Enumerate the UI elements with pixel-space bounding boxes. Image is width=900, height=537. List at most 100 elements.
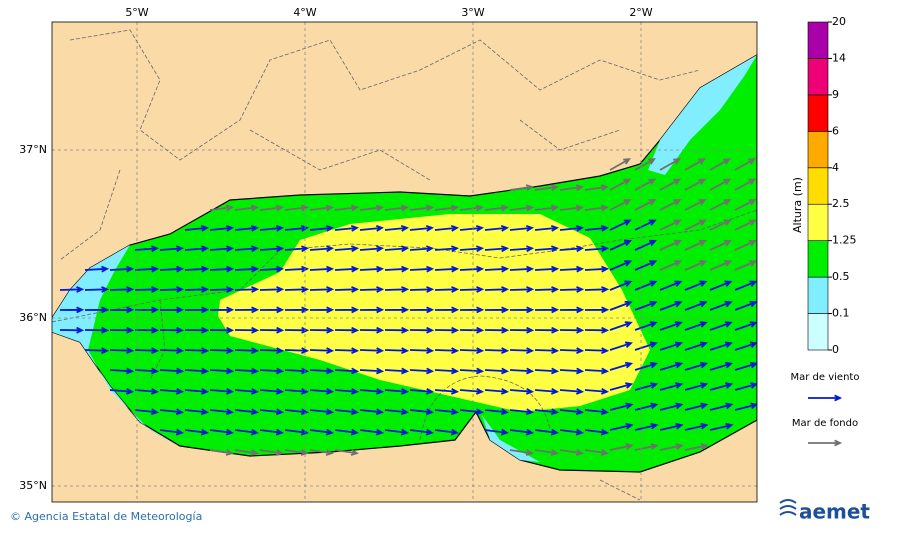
arrow <box>709 422 734 431</box>
arrow <box>434 265 460 273</box>
arrow <box>709 321 733 331</box>
logo-mark <box>779 499 797 516</box>
arrow <box>484 204 509 212</box>
arrow <box>409 347 435 354</box>
arrow <box>259 449 284 456</box>
arrow <box>334 408 359 416</box>
arrow <box>184 224 209 232</box>
arrow <box>559 326 585 334</box>
arrow <box>259 265 285 273</box>
arrow <box>584 204 609 212</box>
arrow <box>684 422 709 431</box>
arrow <box>709 199 732 211</box>
arrow <box>209 224 234 232</box>
arrow <box>184 265 210 273</box>
arrow <box>109 387 135 395</box>
arrow <box>234 224 259 232</box>
arrow <box>309 265 335 273</box>
arrow <box>259 428 284 436</box>
arrow <box>509 367 535 375</box>
arrow <box>184 428 209 436</box>
arrow <box>309 449 334 456</box>
arrow <box>659 321 683 331</box>
arrow <box>484 265 510 273</box>
arrow <box>559 265 585 273</box>
arrow <box>234 286 260 293</box>
colorbar-segment <box>807 21 829 59</box>
arrow <box>309 347 335 354</box>
arrow <box>359 408 384 416</box>
arrow <box>359 286 385 293</box>
arrow <box>309 224 334 232</box>
arrow <box>259 408 284 416</box>
arrow <box>734 280 757 291</box>
arrow <box>284 367 310 375</box>
arrow <box>334 306 360 314</box>
arrow <box>734 382 757 391</box>
arrow <box>484 408 509 416</box>
arrow <box>234 306 260 314</box>
arrow <box>734 402 757 411</box>
arrow <box>559 367 585 375</box>
arrow <box>609 402 634 411</box>
arrow <box>384 408 409 416</box>
arrow <box>509 449 534 456</box>
arrow <box>434 224 459 232</box>
arrow <box>409 326 435 334</box>
arrow <box>709 219 732 231</box>
colorbar-tick-label: 4 <box>832 161 839 174</box>
arrow <box>434 428 459 436</box>
arrow <box>284 449 309 456</box>
arrow <box>359 306 385 314</box>
arrow <box>284 387 310 395</box>
arrow <box>434 326 460 334</box>
arrow <box>259 347 285 354</box>
arrow <box>159 408 184 416</box>
arrow <box>634 443 659 451</box>
arrow <box>484 367 510 375</box>
arrow <box>334 265 360 273</box>
arrow <box>484 387 510 395</box>
arrow <box>734 219 757 231</box>
arrow <box>209 449 234 456</box>
arrow <box>234 387 260 395</box>
arrow <box>609 422 634 431</box>
lon-label: 5°W <box>125 6 148 19</box>
arrow <box>559 408 584 416</box>
arrow <box>109 286 135 293</box>
arrow <box>234 265 260 273</box>
arrow <box>209 367 235 375</box>
arrow <box>534 306 560 314</box>
arrow <box>684 260 708 271</box>
arrow <box>309 367 335 375</box>
arrow <box>734 199 757 211</box>
arrow <box>684 402 709 411</box>
arrow <box>559 306 585 314</box>
arrow <box>684 300 708 311</box>
arrow <box>684 382 709 391</box>
arrow <box>484 224 509 232</box>
arrow <box>659 199 682 211</box>
arrow <box>734 361 757 371</box>
arrow <box>384 367 410 375</box>
arrow <box>434 204 459 212</box>
arrow <box>384 224 409 232</box>
arrow <box>634 199 657 211</box>
arrow <box>259 326 285 334</box>
credit: © Agencia Estatal de Meteorología <box>10 510 202 523</box>
arrow <box>184 347 210 354</box>
arrow <box>259 224 284 232</box>
arrow <box>534 224 559 232</box>
arrow <box>434 245 460 253</box>
arrow <box>284 306 310 314</box>
arrow <box>209 428 234 436</box>
arrow <box>659 178 682 191</box>
arrow <box>334 326 360 334</box>
arrow <box>634 402 659 411</box>
arrow <box>609 260 633 271</box>
arrow <box>359 265 385 273</box>
arrow <box>209 326 235 334</box>
arrow <box>384 326 410 334</box>
arrow <box>659 260 683 271</box>
arrow <box>159 265 185 273</box>
